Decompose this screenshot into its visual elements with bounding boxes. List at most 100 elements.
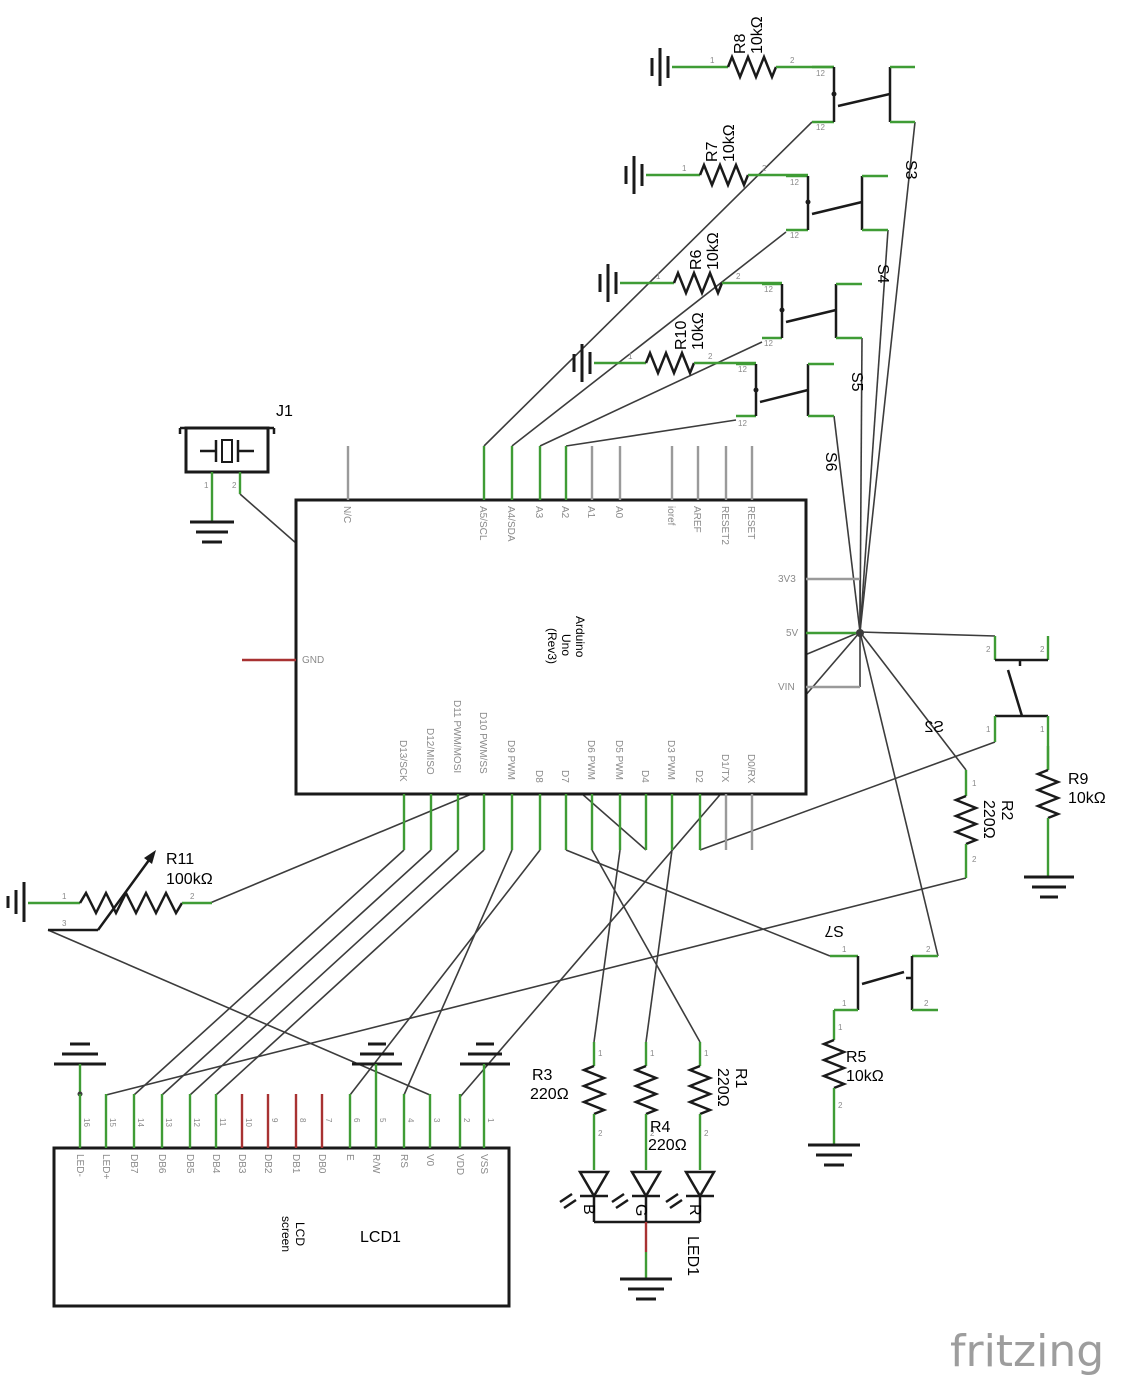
led1-ref: LED1 (684, 1236, 701, 1276)
pin-label: D0/RX (745, 754, 756, 784)
pin-number: 12 (764, 339, 773, 348)
pin-number: 1 (838, 1023, 843, 1032)
lcd-pin-label: DB2 (262, 1154, 273, 1174)
ground-symbol (808, 1143, 860, 1167)
lcd-pin-label: RS (398, 1154, 409, 1168)
lcd-title: screen (279, 1216, 293, 1252)
pin-number: 12 (790, 231, 799, 240)
pin-label: D3 PWM (665, 740, 676, 780)
lcd-pin-label: DB3 (236, 1154, 247, 1174)
pin-label-5v: 5V (786, 628, 799, 639)
s2-ref: S2 (924, 719, 944, 736)
resistor-r8: 1 2 R8 10kΩ (650, 16, 834, 86)
lcd1-ref: LCD1 (360, 1229, 401, 1246)
pin-number: 12 (816, 69, 825, 78)
pin-number: 2 (924, 999, 929, 1008)
pin-number: 16 (82, 1118, 91, 1127)
pin-number: 2 (232, 481, 237, 490)
resistor-r5: 1 2 R5 10kΩ (808, 1010, 884, 1167)
fritzing-logo: fritzing (950, 1326, 1104, 1377)
r8-ref: R8 (732, 33, 749, 54)
resistor-r2: 1 2 R2 220Ω (952, 770, 1015, 878)
potentiometer-r11: 1 2 3 R11 100kΩ (6, 850, 213, 932)
pin-number: 8 (298, 1118, 307, 1123)
pin-number: 9 (270, 1118, 279, 1123)
pin-label: D6 PWM (585, 740, 596, 780)
lcd1: 16 15 14 13 12 11 10 9 8 7 6 5 4 3 2 1 L… (52, 1042, 511, 1308)
lcd-pin-label: DB0 (316, 1154, 327, 1174)
r1-ref: R1 (732, 1068, 749, 1089)
pin-label: D8 (533, 770, 544, 783)
r4-value: 220Ω (648, 1137, 687, 1154)
arduino-title: Arduino (573, 616, 587, 658)
lcd-pin-label: VDD (454, 1154, 465, 1175)
pin-number: 2 (762, 164, 767, 173)
lcd-pin-label: R/W (370, 1154, 381, 1174)
pin-number: 12 (790, 178, 799, 187)
lcd-pin-label: DB7 (128, 1154, 139, 1174)
pin-number: 2 (650, 1129, 655, 1138)
resistor-r9: R9 10kΩ (1024, 746, 1106, 899)
ground-symbol (650, 48, 670, 86)
r6-ref: R6 (688, 249, 705, 270)
lcd-pin-label: LED+ (100, 1154, 111, 1179)
r11-value: 100kΩ (166, 871, 213, 888)
arduino-uno: N/C A5/SCL A4/SDA A3 A2 A1 A0 ioref AREF… (242, 446, 864, 850)
pin-number: 2 (708, 352, 713, 361)
r7-ref: R7 (704, 141, 721, 162)
lcd-pin-label: DB1 (290, 1154, 301, 1174)
pin-label: ioref (665, 506, 676, 526)
resistor-r1: 1 2 R1 220Ω (686, 1042, 749, 1170)
switch-s2: 2 2 1 1 S2 (924, 636, 1050, 770)
r9-value: 10kΩ (1068, 790, 1106, 807)
pin-number: 2 (790, 56, 795, 65)
r7-value: 10kΩ (721, 124, 738, 162)
pin-label: AREF (691, 506, 702, 533)
resistor-r3: 1 2 R3 220Ω (530, 1042, 608, 1170)
pin-label: A1 (585, 506, 596, 519)
pin-label: D5 PWM (613, 740, 624, 780)
lcd-pin-label: DB6 (156, 1154, 167, 1174)
lcd-pin-label: E (344, 1154, 355, 1161)
r11-ref: R11 (166, 851, 194, 868)
lcd-pin-label: LED- (74, 1154, 85, 1177)
r6-value: 10kΩ (705, 232, 722, 270)
pin-label: RESET2 (719, 506, 730, 545)
r10-ref: R10 (673, 321, 690, 350)
pin-number: 1 (972, 779, 977, 788)
r10-value: 10kΩ (690, 312, 707, 350)
switch-s6: 12 12 S6 (736, 362, 839, 472)
ground-symbol (572, 344, 592, 382)
switch-s3: 12 12 S3 (812, 65, 919, 180)
lcd-pin-label: DB5 (184, 1154, 195, 1174)
pin-label: D2 (693, 770, 704, 783)
pin-label: N/C (341, 506, 352, 523)
s4-ref: S4 (874, 264, 891, 284)
pin-label: D10 PWM/SS (477, 712, 488, 774)
pin-number: 14 (136, 1118, 145, 1127)
pin-number: 1 (842, 945, 847, 954)
led-channel-b: B (580, 1204, 597, 1215)
pin-label-3v3: 3V3 (778, 574, 796, 585)
s6-ref: S6 (822, 452, 839, 472)
pin-number: 3 (432, 1118, 441, 1123)
lcd-pin-label: DB4 (210, 1154, 221, 1174)
pin-number: 1 (986, 725, 991, 734)
lcd-title: LCD (293, 1222, 307, 1246)
pin-label: D4 (639, 770, 650, 783)
resistor-r6: 1 2 R6 10kΩ (598, 232, 782, 302)
r8-value: 10kΩ (749, 16, 766, 54)
lcd-pin-label: VSS (478, 1154, 489, 1174)
pin-label: D13/SCK (397, 740, 408, 782)
pin-number: 1 (704, 1049, 709, 1058)
r1-value: 220Ω (714, 1068, 731, 1107)
pin-number: 3 (62, 919, 67, 928)
pin-label: D7 (559, 770, 570, 783)
r2-ref: R2 (998, 800, 1015, 821)
ground-symbol (620, 1277, 672, 1301)
pin-number: 1 (1040, 725, 1045, 734)
pin-number: 13 (164, 1118, 173, 1127)
pin-number: 2 (598, 1129, 603, 1138)
rgb-led-led1: B G R LED1 (559, 1170, 717, 1301)
